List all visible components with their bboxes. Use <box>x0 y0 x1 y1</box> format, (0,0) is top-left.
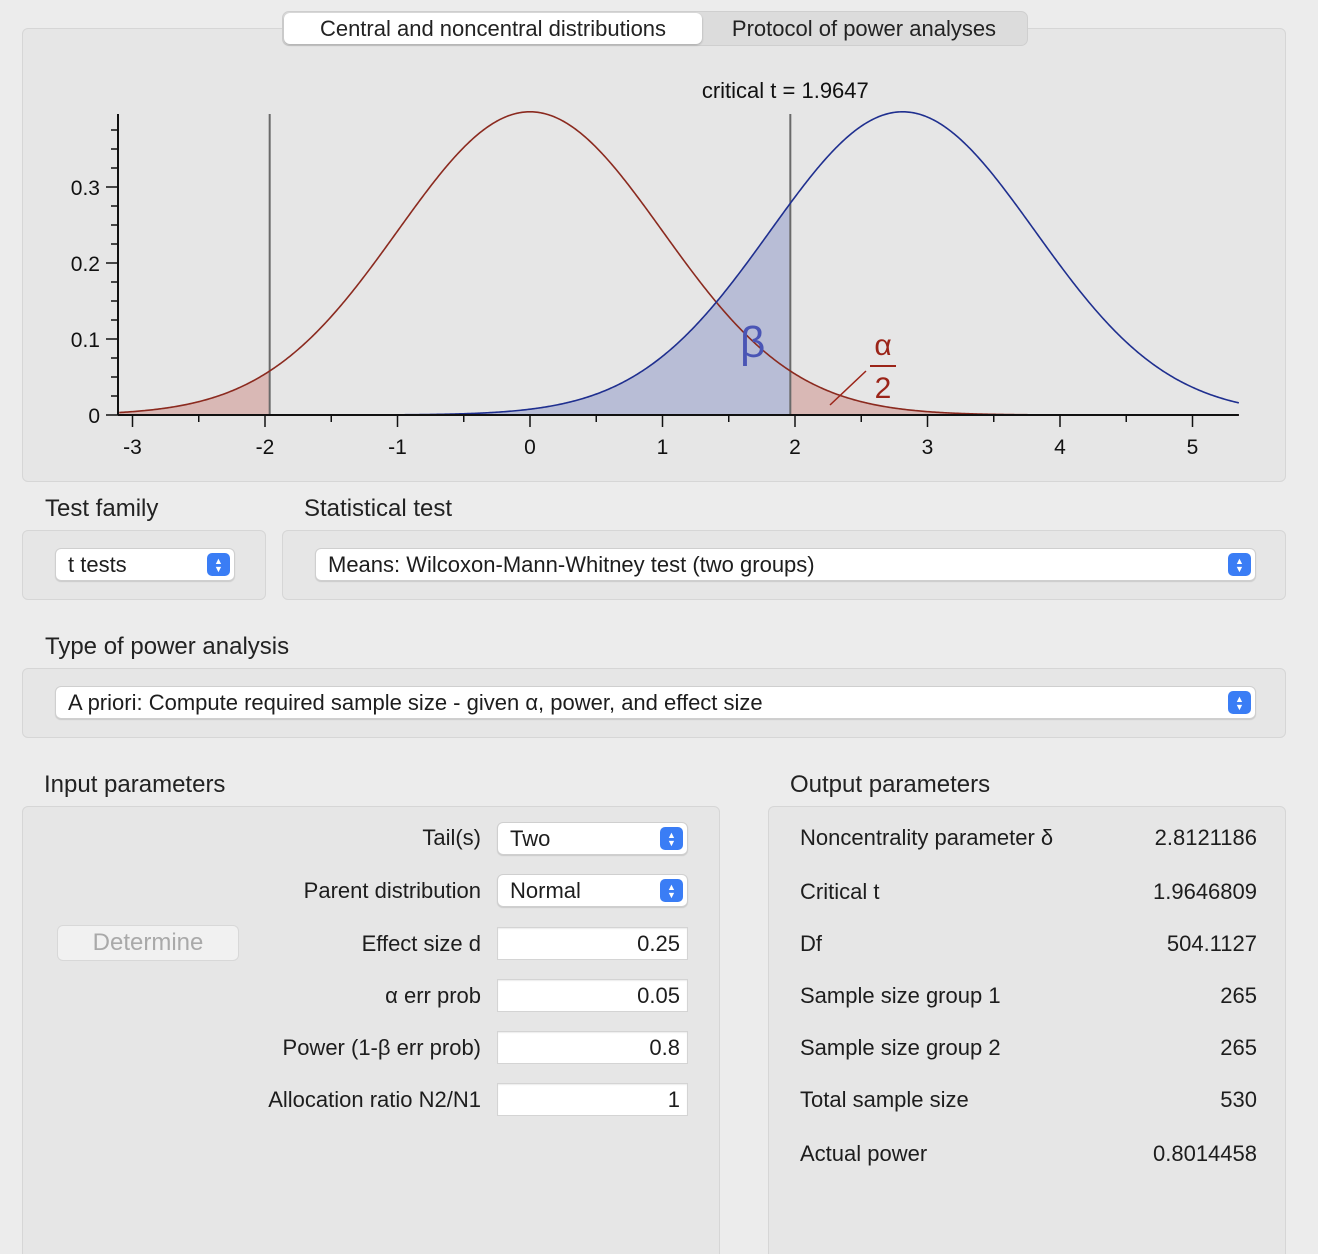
x-tick-label: 4 <box>1054 436 1066 459</box>
alpha-right-region <box>790 370 1239 415</box>
x-tick-label: 2 <box>789 436 801 459</box>
effect-size-label: Effect size d <box>361 931 481 956</box>
beta-label: β <box>740 318 765 367</box>
output-label-df: Df <box>800 931 822 956</box>
x-tick-label: 1 <box>657 436 669 459</box>
x-tick-label: 5 <box>1187 436 1199 459</box>
output-parameters-heading: Output parameters <box>790 771 991 798</box>
output-parameters-panel <box>768 806 1286 1254</box>
x-tick-label: -1 <box>388 436 407 459</box>
test-family-value: t tests <box>68 551 127 577</box>
y-tick-label: 0 <box>88 405 100 428</box>
power-analysis-select[interactable]: A priori: Compute required sample size -… <box>55 686 1256 719</box>
power-label: Power (1-β err prob) <box>282 1035 481 1060</box>
beta-region <box>119 204 791 415</box>
test-family-label: Test family <box>45 495 159 522</box>
parent-distribution-select[interactable]: Normal ▲ ▼ <box>497 874 688 907</box>
output-label-sample-size-1: Sample size group 1 <box>800 983 1001 1008</box>
output-label-total-sample-size: Total sample size <box>800 1087 969 1112</box>
x-tick-label: -3 <box>123 436 142 459</box>
alpha-label-denominator: 2 <box>875 372 892 405</box>
parent-distribution-label: Parent distribution <box>303 878 481 903</box>
statistical-test-value: Means: Wilcoxon-Mann-Whitney test (two g… <box>328 551 815 577</box>
alpha-pointer-line <box>829 370 867 406</box>
chevron-updown-icon: ▲ ▼ <box>1228 553 1251 576</box>
allocation-ratio-label: Allocation ratio N2/N1 <box>268 1087 481 1112</box>
tails-label: Tail(s) <box>422 825 481 850</box>
x-tick-label: 0 <box>524 436 536 459</box>
tab-distributions[interactable]: Central and noncentral distributions <box>284 13 702 44</box>
output-value-noncentrality: 2.8121186 <box>1154 825 1257 850</box>
alpha-label-numerator: α <box>874 329 891 362</box>
y-tick-label: 0.2 <box>71 253 100 276</box>
critical-t-annotation: critical t = 1.9647 <box>702 78 869 103</box>
chevron-updown-icon: ▲ ▼ <box>660 879 683 902</box>
output-value-df: 504.1127 <box>1166 931 1257 956</box>
test-family-select[interactable]: t tests ▲ ▼ <box>55 548 235 581</box>
x-tick-label: -2 <box>256 436 275 459</box>
x-tick-label: 3 <box>922 436 934 459</box>
statistical-test-select[interactable]: Means: Wilcoxon-Mann-Whitney test (two g… <box>315 548 1256 581</box>
determine-button[interactable]: Determine <box>57 925 239 961</box>
y-tick-label: 0.3 <box>71 177 100 200</box>
tails-select[interactable]: Two ▲ ▼ <box>497 822 688 855</box>
output-value-total-sample-size: 530 <box>1220 1087 1257 1112</box>
output-label-actual-power: Actual power <box>800 1141 928 1166</box>
distribution-chart: 0 0.1 0.2 0.3 -3 -2 -1 0 1 2 3 4 5 critical t = 1.964… <box>71 78 1240 459</box>
output-value-sample-size-1: 265 <box>1220 983 1257 1008</box>
effect-size-field[interactable]: 0.25 <box>497 927 688 960</box>
power-field[interactable]: 0.8 <box>497 1031 688 1064</box>
alpha-err-label: α err prob <box>385 983 481 1008</box>
y-tick-label: 0.1 <box>71 329 100 352</box>
output-label-sample-size-2: Sample size group 2 <box>800 1035 1001 1060</box>
tails-value: Two <box>510 825 551 851</box>
output-label-critical-t: Critical t <box>800 879 880 904</box>
alpha-err-field[interactable]: 0.05 <box>497 979 688 1012</box>
output-label-noncentrality: Noncentrality parameter δ <box>800 825 1054 850</box>
power-analysis-value: A priori: Compute required sample size -… <box>68 689 763 715</box>
parent-distribution-value: Normal <box>510 877 581 903</box>
chevron-updown-icon: ▲ ▼ <box>660 827 683 850</box>
chevron-updown-icon: ▲ ▼ <box>207 553 230 576</box>
alpha-left-region <box>119 371 270 415</box>
allocation-ratio-field[interactable]: 1 <box>497 1083 688 1116</box>
statistical-test-label: Statistical test <box>304 495 453 522</box>
output-value-actual-power: 0.8014458 <box>1153 1141 1257 1166</box>
input-parameters-heading: Input parameters <box>44 771 226 798</box>
output-value-sample-size-2: 265 <box>1220 1035 1257 1060</box>
chevron-updown-icon: ▲ ▼ <box>1228 691 1251 714</box>
tab-protocol[interactable]: Protocol of power analyses <box>731 15 997 41</box>
tab-bar: Central and noncentral distributions Pro… <box>282 11 1028 46</box>
output-value-critical-t: 1.9646809 <box>1153 879 1257 904</box>
power-analysis-label: Type of power analysis <box>45 633 290 660</box>
